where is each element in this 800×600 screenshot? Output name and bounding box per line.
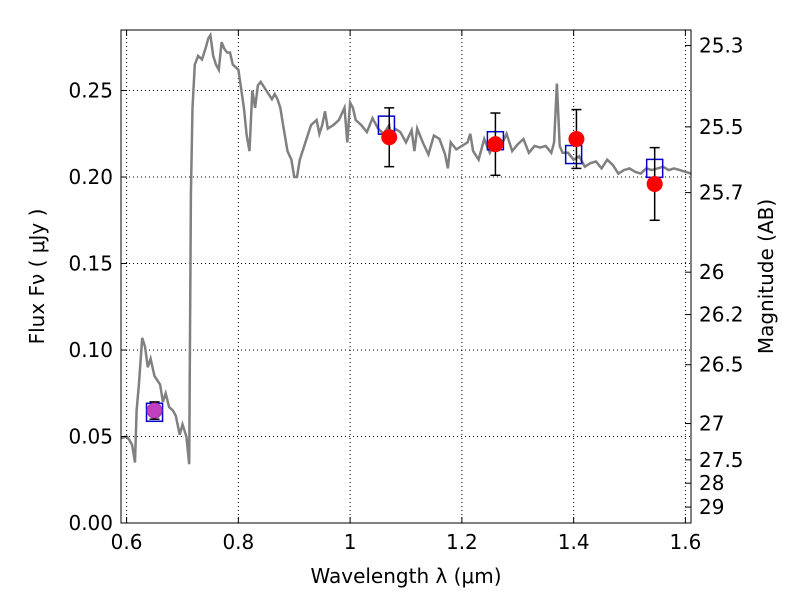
x-tick-label: 1.2 [446,530,478,554]
y-axis-title: Flux Fν ( μJy ) [25,209,49,345]
x-tick-label: 1.4 [558,530,590,554]
right-tick-label: 26.2 [699,303,744,327]
x-axis: 0.6 0.8 1 1.2 1.4 1.6 [111,30,702,554]
y-tick-label: 0.00 [68,511,113,535]
right-tick-label: 26.5 [699,353,744,377]
right-tick-label: 27 [699,412,724,436]
observed-point [146,402,163,419]
x-tick-label: 0.6 [111,530,143,554]
observed-point [646,175,663,192]
y-tick-label: 0.05 [68,425,113,449]
spectrum-line [121,31,691,465]
right-tick-label: 28 [699,471,724,495]
observed-point [568,130,585,147]
x-tick-label: 0.8 [222,530,254,554]
right-tick-label: 25.5 [699,115,744,139]
right-tick-label: 29 [699,495,724,519]
right-tick-label: 27.5 [699,448,744,472]
y-tick-label: 0.10 [68,338,113,362]
observed-point [381,129,398,146]
points-layer [145,107,664,423]
grid [121,30,691,524]
right-tick-label: 25.3 [699,34,744,58]
y-tick-label: 0.25 [68,79,113,103]
y-tick-label: 0.15 [68,252,113,276]
x-axis-title: Wavelength λ (μm) [310,564,501,588]
right-tick-label: 25.7 [699,181,744,205]
right-tick-label: 26 [699,260,724,284]
y-tick-label: 0.20 [68,165,113,189]
x-tick-label: 1 [344,530,357,554]
y-axis-left: 0.00 0.05 0.10 0.15 0.20 0.25 [68,79,127,535]
plot-frame [120,29,692,524]
y-axis-right-title: Magnitude (AB) [754,199,778,354]
x-tick-label: 1.6 [670,530,702,554]
spectrum-layer [121,31,691,465]
observed-point [487,136,504,153]
